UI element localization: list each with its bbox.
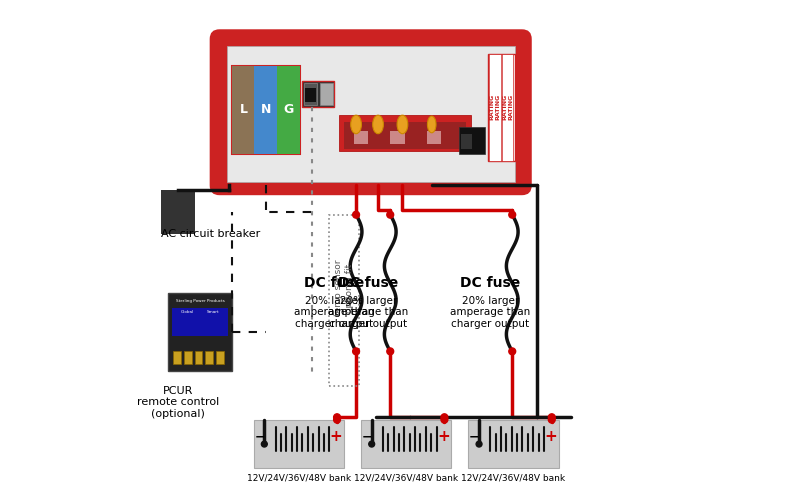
Bar <box>344 122 466 149</box>
Text: RATING
RATING: RATING RATING <box>489 94 500 121</box>
Bar <box>468 420 558 468</box>
Circle shape <box>353 211 359 218</box>
Text: 20% larger
amperage than
charger output: 20% larger amperage than charger output <box>294 296 374 329</box>
Text: N: N <box>261 103 271 116</box>
Text: G: G <box>283 103 294 116</box>
Bar <box>168 293 232 371</box>
Ellipse shape <box>427 116 436 133</box>
Bar <box>184 351 192 364</box>
Bar <box>232 66 254 154</box>
Bar <box>320 83 333 105</box>
Circle shape <box>334 416 341 423</box>
Text: −: − <box>254 430 265 443</box>
Text: DC fuse: DC fuse <box>460 276 521 290</box>
Circle shape <box>353 348 359 355</box>
Text: Smart: Smart <box>206 310 219 314</box>
Text: 12V/24V/36V/48V bank: 12V/24V/36V/48V bank <box>246 473 351 482</box>
Bar <box>461 134 472 149</box>
Bar <box>330 215 358 386</box>
Text: RATING
RATING: RATING RATING <box>502 94 514 121</box>
Bar <box>194 351 202 364</box>
Circle shape <box>387 211 394 218</box>
Circle shape <box>369 441 374 447</box>
Text: 20% larger
amperage than
charger output: 20% larger amperage than charger output <box>450 296 530 329</box>
Bar <box>254 66 277 154</box>
Circle shape <box>476 441 482 447</box>
Bar <box>502 54 514 161</box>
FancyBboxPatch shape <box>210 29 532 195</box>
Bar <box>232 66 300 154</box>
Text: AC circuit breaker: AC circuit breaker <box>161 229 260 239</box>
Bar <box>305 88 316 102</box>
Circle shape <box>262 441 267 447</box>
Bar <box>354 130 368 144</box>
Bar <box>390 130 405 144</box>
Bar <box>254 420 344 468</box>
Text: 20% larger
amperage than
charger output: 20% larger amperage than charger output <box>328 296 409 329</box>
Circle shape <box>509 211 516 218</box>
Text: 12V/24V/36V/48V bank: 12V/24V/36V/48V bank <box>354 473 458 482</box>
Bar <box>361 420 451 468</box>
Text: DC fuse: DC fuse <box>338 276 398 290</box>
Bar <box>302 81 334 107</box>
Bar <box>339 115 470 151</box>
Circle shape <box>548 416 555 423</box>
Text: +: + <box>330 429 342 444</box>
Text: DC fuse: DC fuse <box>304 276 364 290</box>
Bar <box>216 351 224 364</box>
Circle shape <box>334 414 341 421</box>
Text: Sterling Power Products: Sterling Power Products <box>175 299 224 303</box>
Text: −: − <box>362 430 372 443</box>
Bar <box>488 54 514 161</box>
Bar <box>172 308 228 336</box>
Bar <box>304 83 317 105</box>
Bar <box>226 46 514 182</box>
Bar <box>458 127 486 154</box>
Bar <box>206 351 213 364</box>
Bar <box>173 351 181 364</box>
Text: L: L <box>240 103 248 116</box>
Text: +: + <box>437 429 450 444</box>
Ellipse shape <box>397 115 408 134</box>
Text: Global: Global <box>181 310 194 314</box>
Bar <box>490 54 502 161</box>
Bar <box>427 130 442 144</box>
Circle shape <box>548 414 555 421</box>
Bar <box>161 190 195 234</box>
Text: temp sensor
optional fit: temp sensor optional fit <box>334 260 354 316</box>
Ellipse shape <box>373 115 383 134</box>
Circle shape <box>509 348 516 355</box>
Text: +: + <box>545 429 557 444</box>
Ellipse shape <box>350 115 362 134</box>
Circle shape <box>441 414 448 421</box>
Bar <box>277 66 300 154</box>
Text: PCUR
remote control
(optional): PCUR remote control (optional) <box>137 386 219 419</box>
Circle shape <box>441 416 448 423</box>
Text: 12V/24V/36V/48V bank: 12V/24V/36V/48V bank <box>462 473 566 482</box>
Text: −: − <box>469 430 479 443</box>
Circle shape <box>387 348 394 355</box>
